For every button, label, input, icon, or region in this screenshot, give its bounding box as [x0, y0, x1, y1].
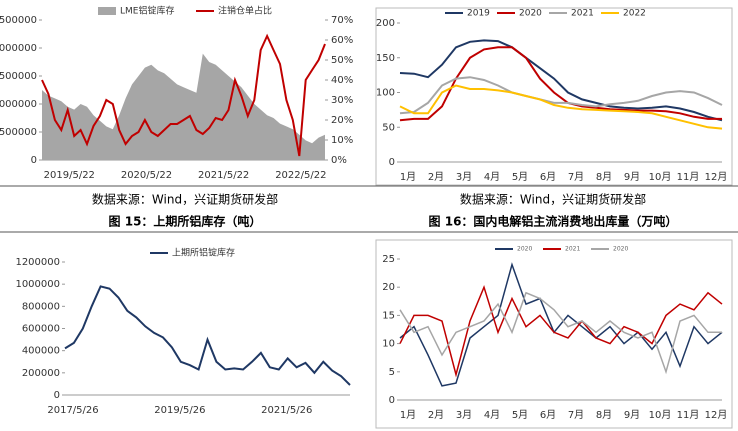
y-tick-label: 1200000 — [15, 257, 60, 268]
legend-label: 2020 — [517, 246, 532, 253]
x-tick-label: 3月 — [456, 171, 472, 183]
y-tick-label: 200 — [376, 18, 395, 29]
y-tick-label: 25 — [382, 254, 395, 265]
line-series — [399, 76, 723, 115]
y-tick-label: 1000000 — [0, 99, 37, 110]
y-tick-label: 1500000 — [0, 71, 37, 82]
line-series — [399, 84, 723, 130]
x-tick-label: 2017/5/26 — [47, 405, 98, 416]
x-tick-label: 7月 — [568, 171, 584, 183]
chart-frame — [375, 7, 733, 186]
x-tick-label: 1月 — [400, 409, 416, 421]
line-series — [399, 284, 723, 378]
legend-label: 2020 — [519, 9, 542, 19]
x-tick-label: 2月 — [428, 409, 444, 421]
y-tick-label: 0 — [54, 390, 60, 401]
legend-label: 2021 — [571, 9, 594, 19]
legend-label: 2020 — [613, 246, 628, 253]
x-tick-label: 6月 — [540, 171, 556, 183]
y2-tick-label: 70% — [331, 15, 353, 26]
y-tick-label: 0 — [31, 155, 37, 166]
line-series — [399, 262, 723, 387]
x-tick-label: 3月 — [456, 409, 472, 421]
x-tick-label: 2021/5/22 — [198, 170, 249, 181]
x-tick-label: 1月 — [400, 171, 416, 183]
legend-swatch — [98, 7, 116, 15]
figure-caption: 图 16：国内电解铝主流消费地出库量（万吨） — [429, 214, 678, 229]
y-tick-label: 500000 — [0, 127, 37, 138]
area-series — [42, 53, 325, 160]
x-tick-label: 8月 — [596, 171, 612, 183]
x-tick-label: 4月 — [484, 171, 500, 183]
chart-frame — [375, 239, 733, 429]
y-tick-label: 600000 — [22, 324, 60, 335]
x-tick-label: 2022/5/22 — [275, 170, 326, 181]
y2-tick-label: 60% — [331, 35, 353, 46]
line-series — [399, 39, 723, 122]
x-tick-label: 12月 — [705, 171, 728, 183]
y2-tick-label: 50% — [331, 55, 353, 66]
x-tick-label: 10月 — [649, 409, 672, 421]
y-tick-label: 0 — [389, 395, 395, 406]
legend-label: 注销仓单占比 — [218, 5, 272, 17]
x-tick-label: 12月 — [705, 409, 728, 421]
legend-label: 2022 — [623, 9, 646, 19]
y2-tick-label: 20% — [331, 115, 353, 126]
y2-tick-label: 30% — [331, 95, 353, 106]
x-tick-label: 11月 — [677, 171, 700, 183]
line-series — [41, 33, 326, 157]
x-tick-label: 4月 — [484, 409, 500, 421]
legend-label: 上期所铝锭库存 — [172, 247, 235, 259]
y-tick-label: 20 — [382, 282, 395, 293]
x-tick-label: 8月 — [596, 409, 612, 421]
y-tick-label: 400000 — [22, 346, 60, 357]
y-tick-label: 150 — [376, 53, 395, 64]
x-tick-label: 6月 — [540, 409, 556, 421]
x-tick-label: 2019/5/26 — [154, 405, 205, 416]
x-tick-label: 2月 — [428, 171, 444, 183]
source-note: 数据来源：Wind，兴证期货研发部 — [92, 192, 278, 207]
x-tick-label: 2020/5/22 — [121, 170, 172, 181]
line-series — [399, 46, 722, 122]
y-tick-label: 50 — [382, 122, 395, 133]
x-tick-label: 2021/5/26 — [261, 405, 312, 416]
y2-tick-label: 10% — [331, 135, 353, 146]
x-tick-label: 5月 — [512, 409, 528, 421]
x-tick-label: 9月 — [624, 171, 640, 183]
y-tick-label: 1000000 — [15, 279, 60, 290]
y-tick-label: 2500000 — [0, 15, 37, 26]
x-tick-label: 11月 — [677, 409, 700, 421]
line-series — [399, 291, 722, 375]
y-tick-label: 10 — [382, 339, 395, 350]
x-tick-label: 5月 — [512, 171, 528, 183]
figure-caption: 图 15：上期所铝库存（吨） — [109, 214, 262, 229]
x-tick-label: 2019/5/22 — [44, 170, 95, 181]
source-note: 数据来源：Wind，兴证期货研发部 — [460, 192, 646, 207]
x-tick-label: 9月 — [624, 409, 640, 421]
y-tick-label: 100 — [376, 88, 395, 99]
y-tick-label: 2000000 — [0, 43, 37, 54]
x-tick-label: 10月 — [649, 171, 672, 183]
line-series — [64, 285, 351, 386]
legend-label: 2019 — [467, 9, 490, 19]
y-tick-label: 800000 — [22, 301, 60, 312]
x-tick-label: 7月 — [568, 409, 584, 421]
y-tick-label: 0 — [389, 157, 395, 168]
legend-label: 2021 — [565, 246, 580, 253]
y-tick-label: 5 — [389, 367, 395, 378]
legend-label: LME铝锭库存 — [120, 5, 174, 17]
y2-tick-label: 0% — [331, 155, 347, 166]
y2-tick-label: 40% — [331, 75, 353, 86]
y-tick-label: 200000 — [22, 368, 60, 379]
y-tick-label: 15 — [382, 310, 395, 321]
